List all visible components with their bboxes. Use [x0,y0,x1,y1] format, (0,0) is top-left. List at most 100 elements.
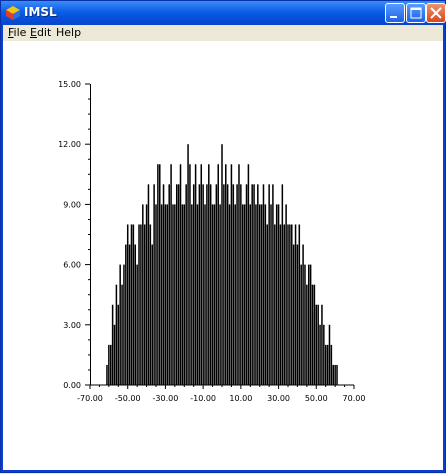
histogram-bar [211,204,214,385]
histogram-bar [106,364,108,385]
histogram-bar [311,284,314,385]
histogram-bar [319,324,321,385]
x-tick-label: 10.00 [229,394,252,403]
menu-edit[interactable]: Edit [30,26,51,39]
histogram-bar [175,184,178,385]
histogram-bar [226,184,229,385]
histogram-bar [277,204,280,385]
x-tick-label: 70.00 [343,394,366,403]
histogram-bar [270,204,272,385]
histogram-bar [230,164,233,385]
histogram-bar [326,344,329,385]
histogram-bar [181,204,184,385]
histogram-bar [219,204,221,385]
histogram-bar [334,364,336,385]
histogram-bar [315,304,318,385]
minimize-button[interactable] [385,3,405,23]
histogram-bar [134,244,137,385]
histogram-bar [225,164,227,385]
histogram-bar [268,184,270,385]
y-tick-label: 6.00 [63,261,81,270]
histogram-bar [196,204,199,385]
histogram-bar [200,164,203,385]
histogram-bar [147,184,150,385]
histogram-bar [298,224,301,385]
histogram-bar [292,244,295,385]
histogram-bar [306,284,308,385]
minimize-icon [390,16,397,18]
histogram-bar [174,204,176,385]
histogram-bar [136,264,138,385]
histogram-bar [128,244,131,385]
histogram-bar [247,164,250,385]
histogram-bar [260,204,263,385]
close-icon [430,7,442,19]
histogram-bar [209,184,212,385]
x-tick-label: -50.00 [115,394,141,403]
histogram-bar [111,304,114,385]
histogram-bar [113,324,116,385]
histogram-bar [330,344,333,385]
histogram-bar [253,184,255,385]
histogram-bar [266,224,269,385]
histogram-bar [202,184,204,385]
histogram-bar [123,264,125,385]
histogram-bar [287,224,289,385]
maximize-button[interactable] [406,3,426,23]
x-tick-label: -70.00 [77,394,103,403]
menu-file[interactable]: File [8,26,26,39]
histogram-bar [168,184,170,385]
menu-help[interactable]: Help [56,26,82,39]
histogram-bar [164,204,167,385]
histogram-bar [204,204,206,385]
histogram-bar [143,224,146,385]
close-button[interactable] [426,3,446,23]
title-bar[interactable]: IMSL [1,1,446,25]
histogram-bar [321,304,323,385]
histogram-bar [185,184,187,385]
histogram-bar [159,164,161,385]
histogram-bar [115,284,118,385]
histogram-bar [309,264,312,385]
histogram-bar [192,184,195,385]
y-tick-label: 3.00 [63,321,81,330]
histogram-bar [206,184,208,385]
histogram-bar [130,224,133,385]
histogram-bar [119,264,121,385]
histogram-bar [191,204,193,385]
histogram-bar [194,164,197,385]
x-tick-label: -30.00 [153,394,179,403]
histogram-bar [238,164,240,385]
histogram-bar [307,264,310,385]
histogram-bar [255,204,257,385]
histogram-bar [172,204,174,385]
histogram-bar [198,184,201,385]
maximize-icon [410,7,422,19]
x-tick-label: 30.00 [267,394,290,403]
histogram-bar [324,344,327,385]
histogram-bar [258,204,261,385]
histogram-bar [262,184,265,385]
histogram-bar [189,164,191,385]
histogram-bar [264,204,267,385]
x-tick-label: -10.00 [190,394,216,403]
menu-file-accel: F [8,26,14,39]
histogram-bar [236,184,238,385]
histogram-bar [317,304,319,385]
menu-edit-accel: E [30,26,37,39]
y-tick-label: 15.00 [58,80,81,89]
histogram-bar [234,204,236,385]
histogram-bar [283,224,285,385]
histogram-bar [125,244,127,385]
y-tick-label: 0.00 [63,381,81,390]
histogram-bar [272,184,274,385]
histogram-bar [323,324,325,385]
histogram-bar [300,264,302,385]
histogram-bar [109,344,112,385]
histogram-bar [132,224,135,385]
histogram-bar [243,204,246,385]
histogram-bar [240,184,242,385]
app-icon [6,6,20,20]
histogram-bar [228,204,231,385]
